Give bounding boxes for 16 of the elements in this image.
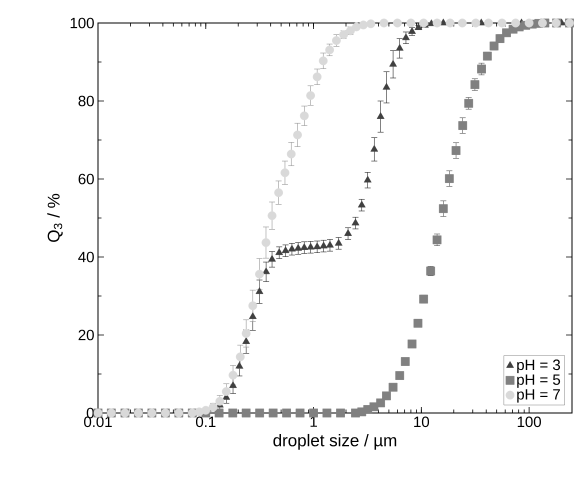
x-tick-label: 1 bbox=[310, 416, 317, 427]
y-tick-label: 20 bbox=[78, 330, 94, 340]
legend-label: pH = 5 bbox=[517, 374, 560, 388]
y-axis-title: Q$_{3}$ / % bbox=[47, 194, 63, 242]
y-tick-label: 80 bbox=[78, 96, 94, 106]
y-tick-label: 0 bbox=[86, 408, 94, 418]
x-tick-label: 10 bbox=[414, 416, 430, 428]
x-tick-label: 0.1 bbox=[196, 416, 216, 428]
y-tick-label: 40 bbox=[78, 252, 94, 262]
legend-label: pH = 7 bbox=[517, 389, 560, 403]
x-axis-title: droplet size / µm bbox=[273, 434, 396, 450]
x-tick-label: 0.01 bbox=[84, 416, 112, 428]
y-tick-label: 100 bbox=[70, 18, 94, 28]
y-tick-label: 60 bbox=[78, 174, 94, 184]
legend-label: pH = 3 bbox=[517, 360, 560, 374]
x-tick-label: 100 bbox=[518, 416, 541, 428]
